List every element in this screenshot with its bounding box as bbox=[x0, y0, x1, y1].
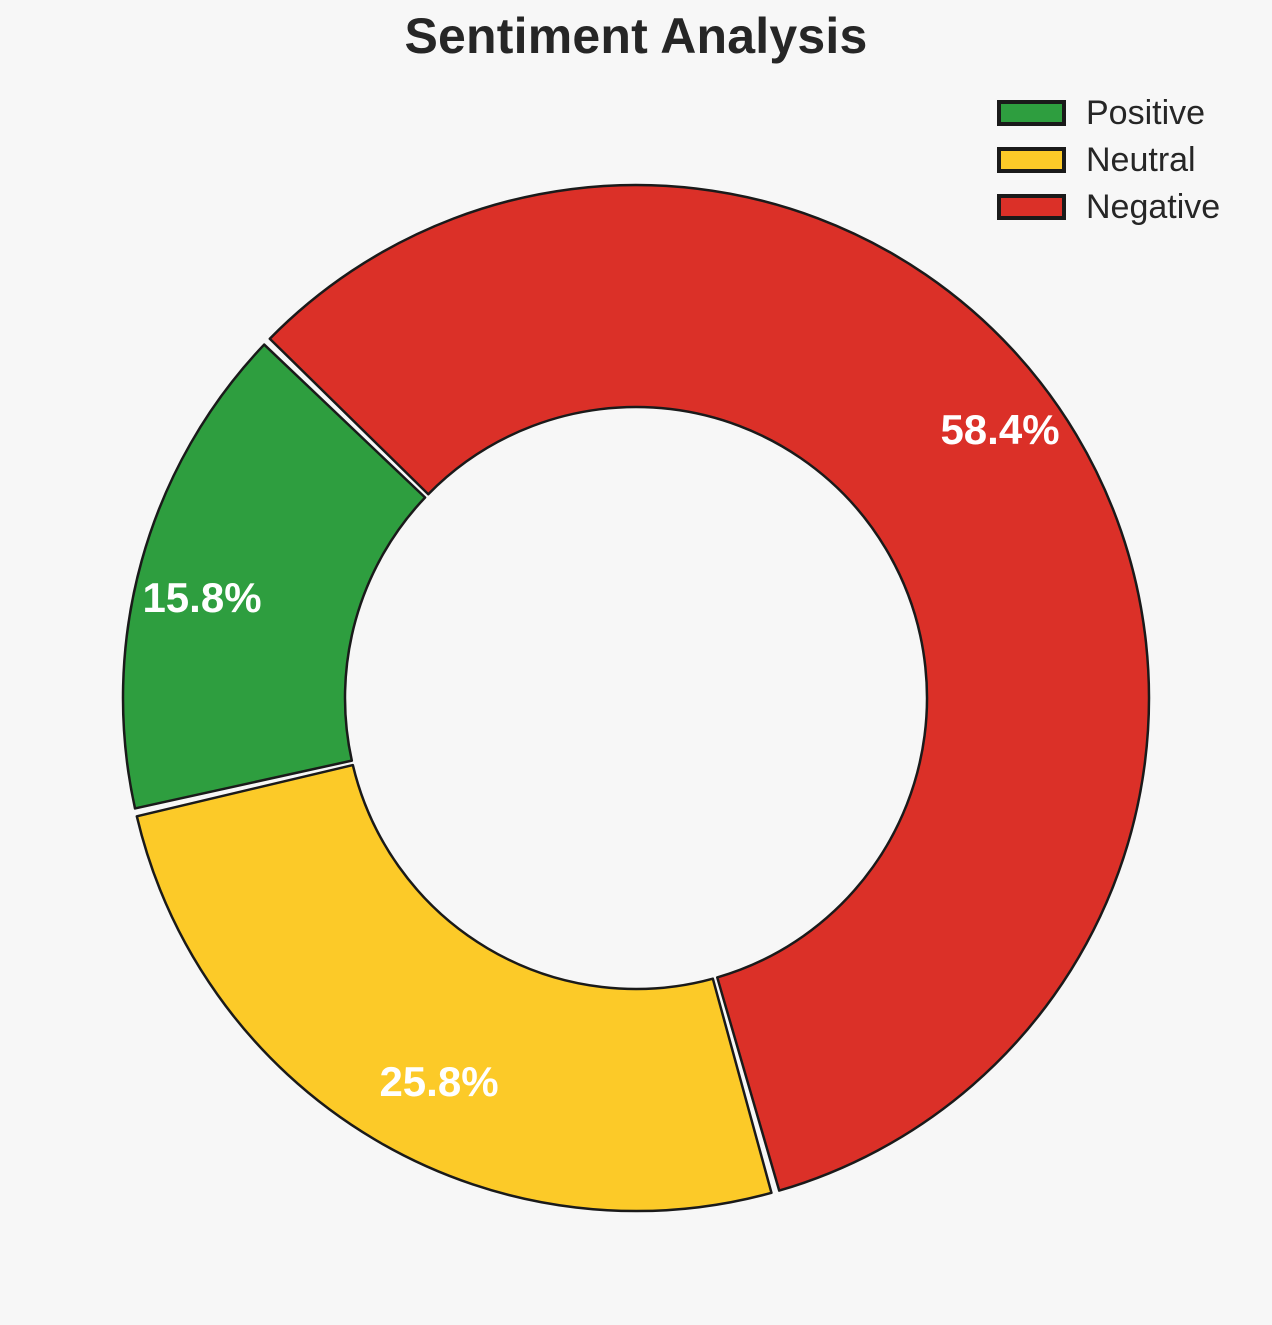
svg-text:58.4%: 58.4% bbox=[940, 406, 1059, 453]
svg-text:15.8%: 15.8% bbox=[142, 574, 261, 621]
svg-text:25.8%: 25.8% bbox=[379, 1058, 498, 1105]
